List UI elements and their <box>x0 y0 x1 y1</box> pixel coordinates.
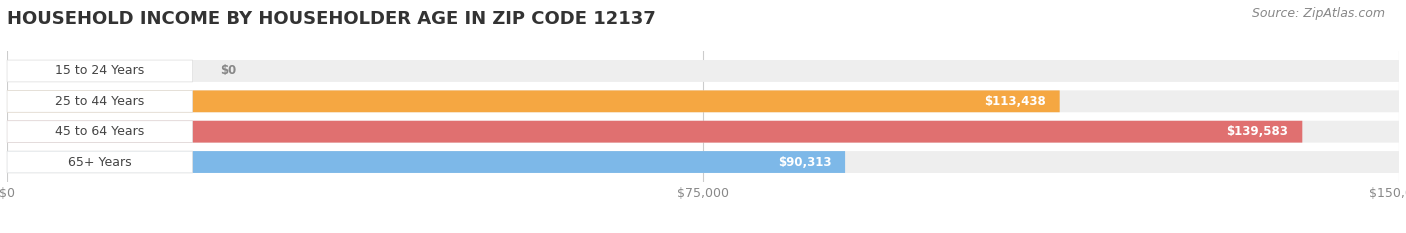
FancyBboxPatch shape <box>7 121 1399 143</box>
FancyBboxPatch shape <box>7 151 1399 173</box>
Text: $113,438: $113,438 <box>984 95 1046 108</box>
Text: 25 to 44 Years: 25 to 44 Years <box>55 95 145 108</box>
Text: 15 to 24 Years: 15 to 24 Years <box>55 65 145 78</box>
Text: 65+ Years: 65+ Years <box>67 155 132 168</box>
Text: HOUSEHOLD INCOME BY HOUSEHOLDER AGE IN ZIP CODE 12137: HOUSEHOLD INCOME BY HOUSEHOLDER AGE IN Z… <box>7 10 655 28</box>
FancyBboxPatch shape <box>7 90 1399 112</box>
FancyBboxPatch shape <box>7 121 193 143</box>
Text: $0: $0 <box>221 65 236 78</box>
Text: Source: ZipAtlas.com: Source: ZipAtlas.com <box>1251 7 1385 20</box>
FancyBboxPatch shape <box>7 151 845 173</box>
Text: $90,313: $90,313 <box>778 155 831 168</box>
Text: $139,583: $139,583 <box>1226 125 1288 138</box>
FancyBboxPatch shape <box>7 60 1399 82</box>
FancyBboxPatch shape <box>7 90 193 112</box>
FancyBboxPatch shape <box>7 151 193 173</box>
FancyBboxPatch shape <box>7 60 193 82</box>
FancyBboxPatch shape <box>7 90 1060 112</box>
Text: 45 to 64 Years: 45 to 64 Years <box>55 125 145 138</box>
FancyBboxPatch shape <box>7 121 1302 143</box>
